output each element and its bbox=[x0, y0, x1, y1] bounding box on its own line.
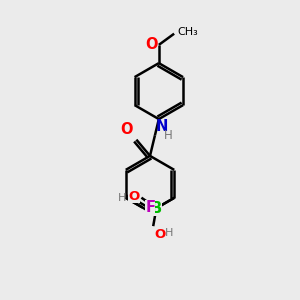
Text: O: O bbox=[155, 228, 166, 241]
Text: B: B bbox=[151, 201, 162, 216]
Text: O: O bbox=[128, 190, 140, 203]
Text: O: O bbox=[145, 37, 158, 52]
Text: O: O bbox=[120, 122, 133, 137]
Text: H: H bbox=[118, 193, 126, 203]
Text: F: F bbox=[145, 200, 155, 215]
Text: H: H bbox=[164, 228, 173, 238]
Text: N: N bbox=[156, 119, 168, 134]
Text: CH₃: CH₃ bbox=[177, 27, 198, 37]
Text: H: H bbox=[164, 129, 173, 142]
